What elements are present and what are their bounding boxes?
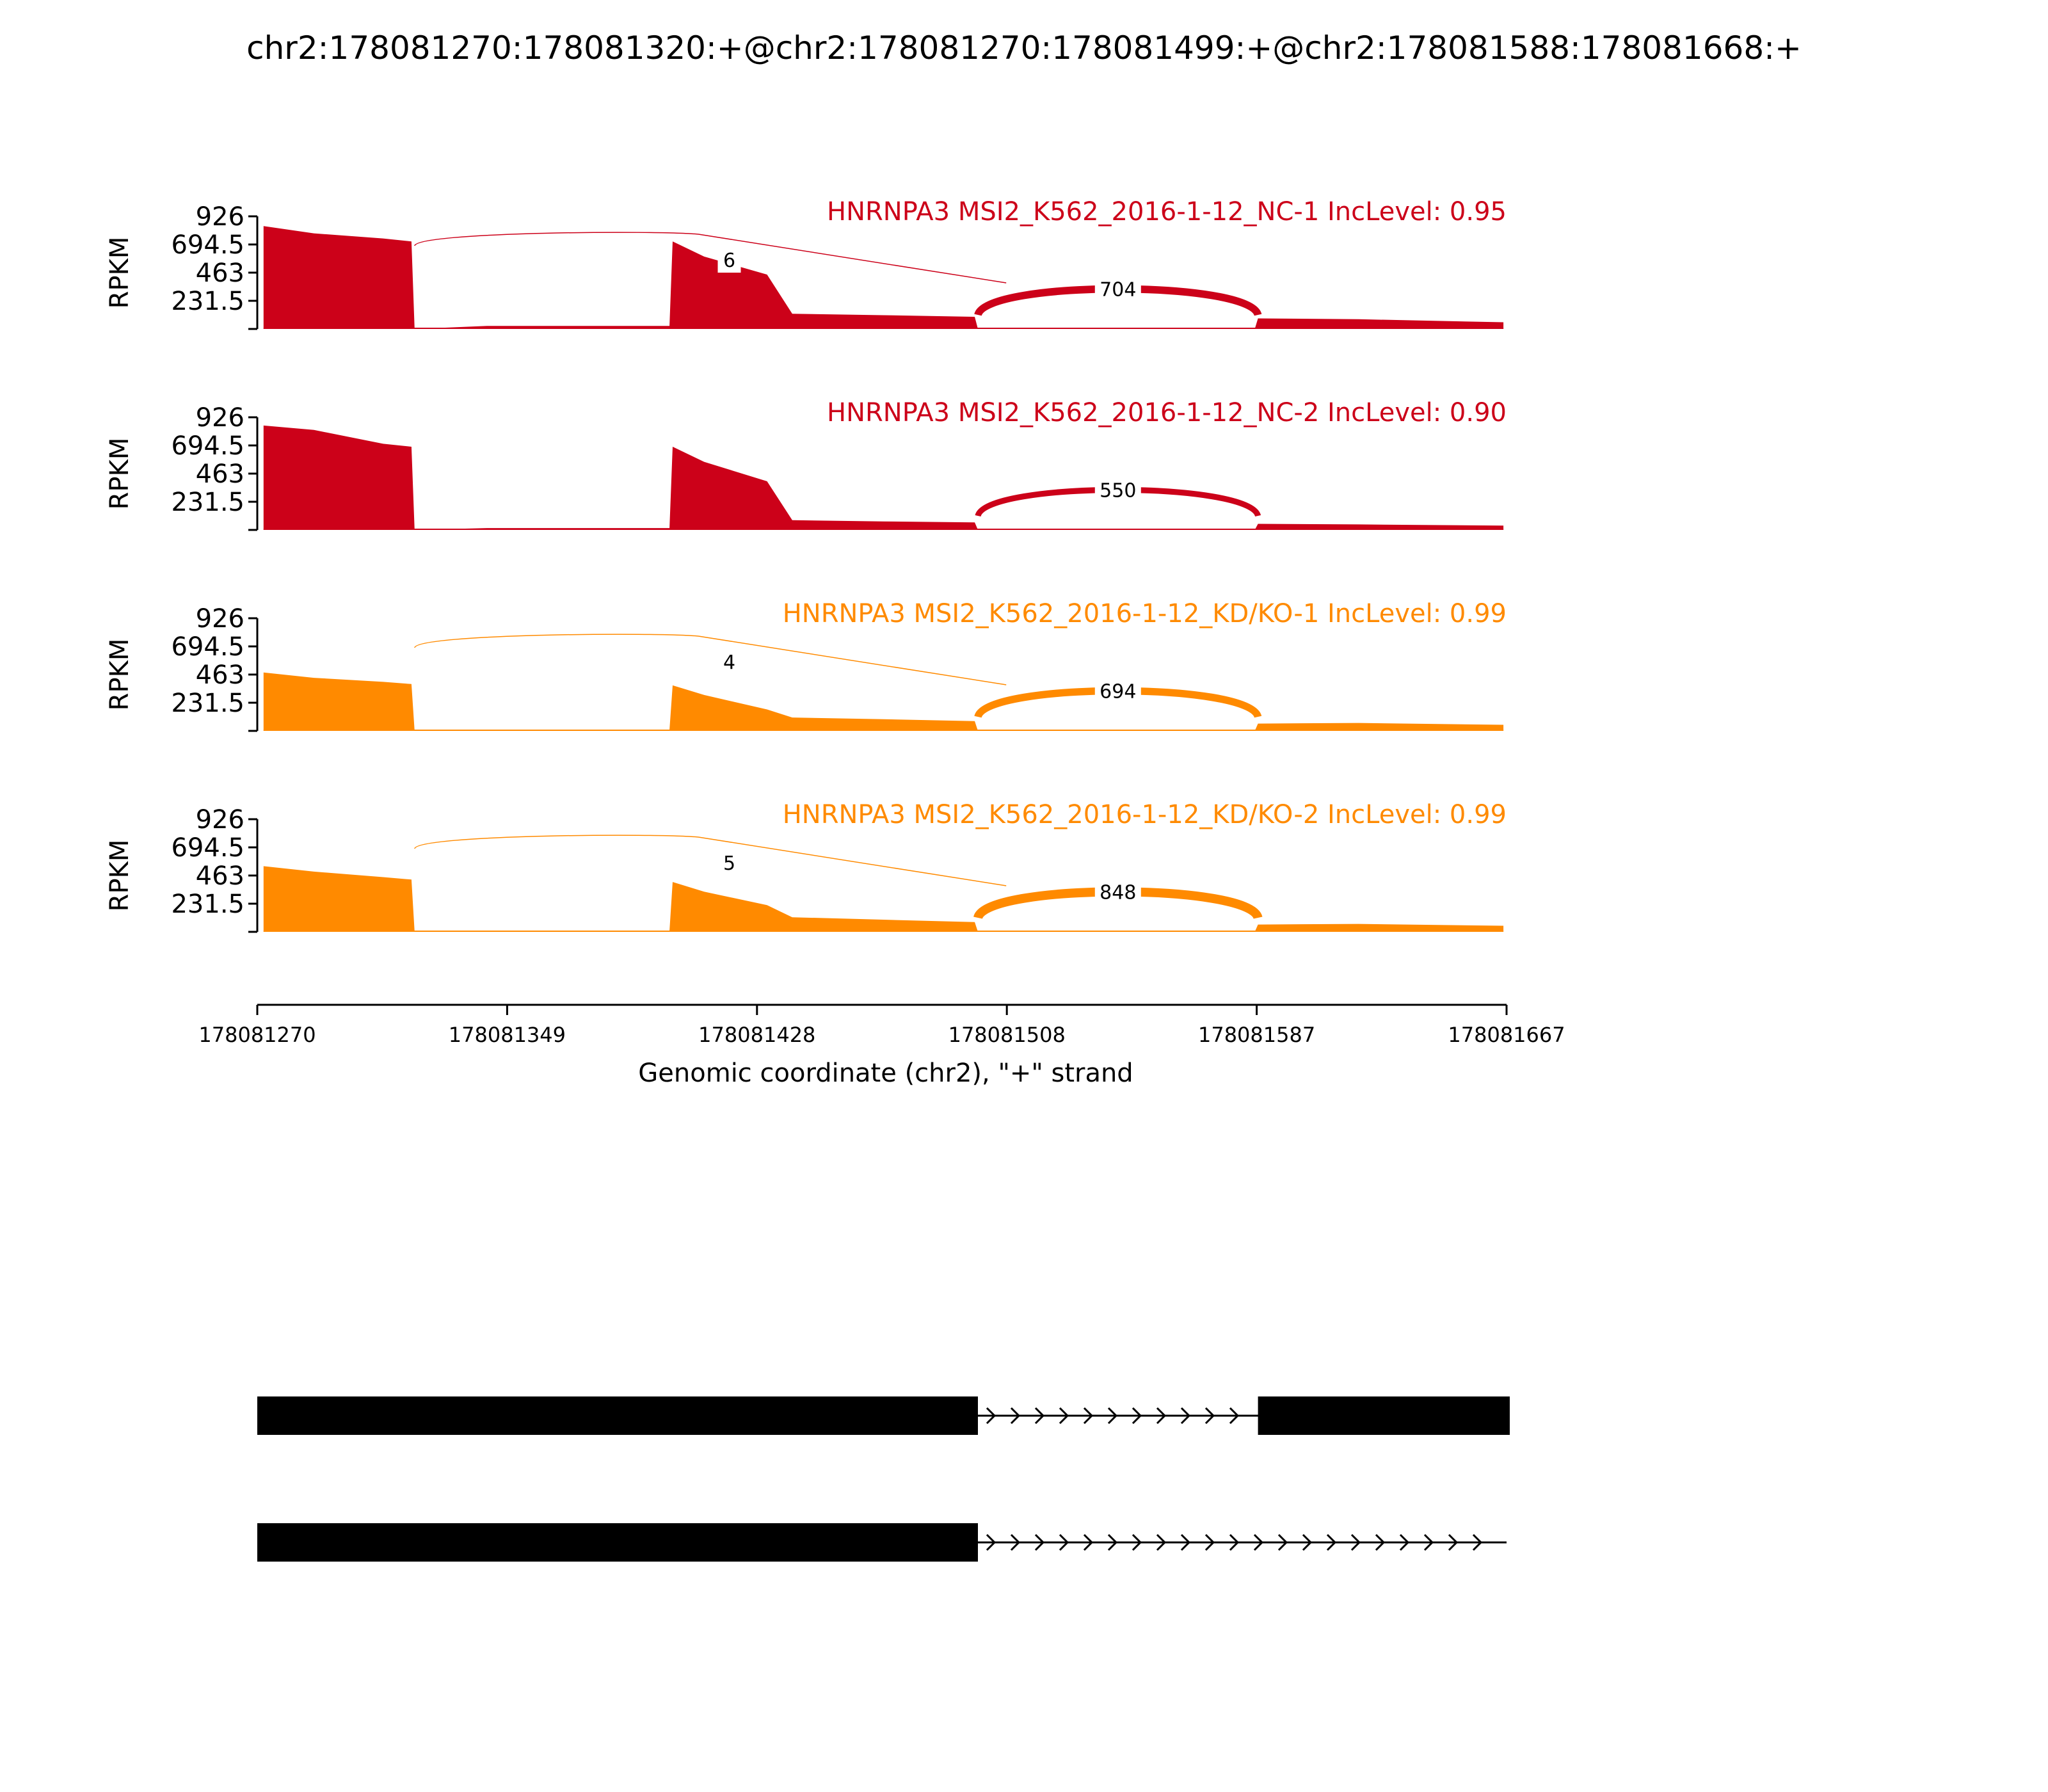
y-tick-label: 231.5: [171, 488, 244, 517]
junction-label-bg: [1094, 879, 1141, 905]
gene-models: [257, 1396, 1510, 1562]
y-tick-label: 231.5: [171, 890, 244, 919]
junction-count: 704: [1100, 279, 1136, 301]
strand-arrow: [1448, 1533, 1459, 1551]
strand-arrow: [1399, 1533, 1410, 1551]
strand-arrow: [1229, 1407, 1240, 1425]
coverage-area: [263, 226, 1504, 329]
junction-label-bg: [1094, 477, 1141, 503]
y-tick-label: 926: [196, 202, 244, 232]
junction-count: 848: [1100, 882, 1136, 904]
junction-label-bg: [1094, 276, 1141, 302]
strand-arrow: [1083, 1533, 1094, 1551]
strand-arrow: [1083, 1407, 1094, 1425]
x-axis: 178081270 178081349 178081428 178081508 1780…: [198, 1004, 1565, 1047]
strand-arrow: [1302, 1533, 1313, 1551]
sample-label: HNRNPA3 MSI2_K562_2016-1-12_KD/KO-1 IncL…: [783, 599, 1507, 628]
coverage-area: [263, 672, 1504, 731]
y-tick-label: 926: [196, 805, 244, 835]
y-tick-label: 463: [196, 460, 244, 489]
x-tick-label: 178081270: [198, 1023, 316, 1047]
sample-label: HNRNPA3 MSI2_K562_2016-1-12_NC-1 IncLeve…: [827, 197, 1507, 227]
strand-arrow: [1107, 1533, 1118, 1551]
strand-arrow: [1010, 1533, 1021, 1551]
sample-label: HNRNPA3 MSI2_K562_2016-1-12_KD/KO-2 IncL…: [783, 800, 1507, 829]
strand-arrow: [1156, 1407, 1167, 1425]
y-tick-label: 231.5: [171, 689, 244, 718]
coverage-area: [263, 866, 1504, 932]
strand-arrow: [1472, 1533, 1483, 1551]
coverage-area: [263, 425, 1504, 530]
strand-arrow: [1132, 1407, 1142, 1425]
strand-arrow: [1107, 1407, 1118, 1425]
junction-label-bg: [717, 247, 741, 273]
isoform-1: [257, 1396, 1510, 1435]
strand-arrow: [1180, 1407, 1191, 1425]
strand-arrow: [986, 1533, 996, 1551]
junction-count: 694: [1100, 681, 1136, 703]
y-tick-label: 463: [196, 861, 244, 891]
strand-arrow: [1034, 1533, 1045, 1551]
strand-arrow: [1204, 1533, 1215, 1551]
strand-arrow: [1180, 1533, 1191, 1551]
y-tick-label: 926: [196, 403, 244, 433]
y-axis-label: RPKM: [105, 840, 134, 912]
exon-block: [257, 1523, 978, 1562]
junction-arc: [414, 634, 1007, 685]
y-tick-label: 694.5: [171, 632, 244, 662]
strand-arrow: [1204, 1407, 1215, 1425]
strand-arrow: [1229, 1533, 1240, 1551]
junction-arc: [414, 232, 1007, 284]
strand-arrow: [1132, 1533, 1142, 1551]
strand-arrow: [1350, 1533, 1361, 1551]
y-tick-label: 926: [196, 604, 244, 634]
junction-count: 6: [723, 250, 735, 272]
y-axis-label: RPKM: [105, 237, 134, 309]
strand-arrow: [1059, 1533, 1069, 1551]
strand-arrow: [1375, 1533, 1386, 1551]
strand-arrow: [1277, 1533, 1288, 1551]
y-axis-label: RPKM: [105, 438, 134, 510]
junction-count: 4: [723, 652, 735, 674]
x-tick-label: 178081667: [1448, 1023, 1565, 1047]
y-tick-label: 694.5: [171, 431, 244, 461]
strand-arrow: [986, 1407, 996, 1425]
strand-arrow: [1034, 1407, 1045, 1425]
x-axis-label: Genomic coordinate (chr2), "+" strand: [638, 1059, 1133, 1088]
y-tick-label: 231.5: [171, 287, 244, 316]
exon-block: [257, 1396, 978, 1435]
y-tick-label: 463: [196, 259, 244, 288]
strand-arrow: [1156, 1533, 1167, 1551]
plot-title: chr2:178081270:178081320:+@chr2:17808127…: [246, 29, 1802, 67]
junction-arc: [414, 835, 1007, 886]
junction-label-bg: [717, 649, 741, 675]
x-tick-label: 178081428: [698, 1023, 815, 1047]
junction-count: 5: [723, 852, 735, 875]
isoform-2: [257, 1523, 1507, 1562]
y-tick-label: 694.5: [171, 833, 244, 863]
junction-label-bg: [717, 850, 741, 876]
junction-label-bg: [1094, 678, 1141, 704]
junction-count: 550: [1100, 480, 1136, 502]
x-tick-label: 178081508: [948, 1023, 1066, 1047]
exon-block: [1258, 1396, 1510, 1435]
y-tick-label: 463: [196, 660, 244, 690]
sample-label: HNRNPA3 MSI2_K562_2016-1-12_NC-2 IncLeve…: [827, 398, 1507, 428]
strand-arrow: [1253, 1533, 1264, 1551]
y-axis-label: RPKM: [105, 639, 134, 711]
x-tick-label: 178081349: [449, 1023, 566, 1047]
strand-arrow: [1010, 1407, 1021, 1425]
strand-arrow: [1326, 1533, 1337, 1551]
y-tick-label: 694.5: [171, 230, 244, 260]
strand-arrow: [1059, 1407, 1069, 1425]
x-tick-label: 178081587: [1198, 1023, 1315, 1047]
strand-arrow: [1423, 1533, 1434, 1551]
